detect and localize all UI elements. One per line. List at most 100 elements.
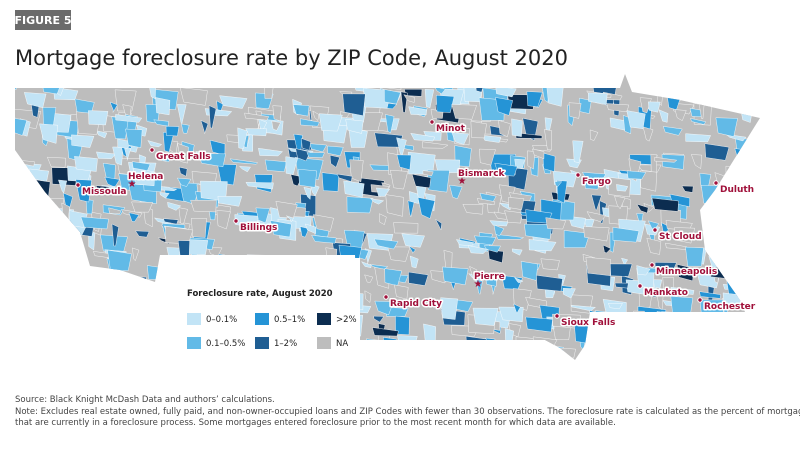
zip-area <box>591 194 602 211</box>
zip-area <box>131 289 148 302</box>
zip-area <box>374 300 394 316</box>
legend-swatch <box>187 337 201 349</box>
zip-area <box>722 284 746 291</box>
zip-area <box>401 233 425 248</box>
zip-area <box>585 257 611 276</box>
zip-area <box>42 352 52 360</box>
zip-area <box>117 315 129 322</box>
zip-area <box>440 350 448 360</box>
city-dot <box>429 119 435 125</box>
zip-area <box>449 184 463 200</box>
zip-area <box>768 231 774 237</box>
zip-area <box>129 310 152 326</box>
zip-area <box>602 299 627 319</box>
zip-area <box>157 155 172 163</box>
zip-area <box>645 362 667 374</box>
zip-area <box>429 343 441 354</box>
zip-area <box>720 256 731 269</box>
zip-area <box>762 271 774 288</box>
zip-area <box>747 214 760 224</box>
zip-area <box>495 97 513 116</box>
city-dot <box>233 218 239 224</box>
city-label: Fargo <box>582 177 611 187</box>
zip-area <box>624 327 644 335</box>
zip-area <box>556 180 568 204</box>
zip-area <box>744 229 760 253</box>
zip-area <box>504 328 514 344</box>
zip-area <box>132 247 140 262</box>
zip-area <box>15 325 31 347</box>
zip-area <box>135 230 150 238</box>
source: Source: Black Knight McDash Data and aut… <box>15 395 275 405</box>
zip-area <box>618 363 628 380</box>
zip-area <box>99 313 120 333</box>
zip-area <box>761 331 786 341</box>
zip-area <box>646 237 662 255</box>
zip-area <box>264 82 274 99</box>
zip-area <box>88 110 109 126</box>
zip-area <box>229 158 258 165</box>
zip-area <box>385 114 395 134</box>
zip-area <box>588 350 608 360</box>
zip-area <box>661 311 688 329</box>
zip-area <box>38 301 48 321</box>
zip-area <box>608 303 623 310</box>
zip-area <box>208 105 217 129</box>
city-dot <box>75 182 81 188</box>
zip-area <box>753 230 760 240</box>
zip-area <box>159 192 170 199</box>
zip-area <box>662 126 683 136</box>
zip-area <box>586 348 600 360</box>
zip-area <box>377 362 391 369</box>
zip-area <box>670 286 695 295</box>
zip-area <box>264 159 287 172</box>
zip-area <box>486 352 512 360</box>
zip-area <box>131 201 154 213</box>
zip-area <box>197 153 226 168</box>
zip-area <box>94 357 104 360</box>
title: Mortgage foreclosure rate by ZIP Code, A… <box>15 46 568 70</box>
city-dot <box>652 227 658 233</box>
zip-area <box>29 168 50 182</box>
legend-label: 0.1–0.5% <box>206 339 245 349</box>
zip-area <box>299 226 310 238</box>
legend-label: NA <box>336 339 348 349</box>
zip-area <box>717 219 735 234</box>
zip-area <box>336 364 343 387</box>
zip-area <box>698 314 717 327</box>
city-dot <box>637 283 643 289</box>
zip-area <box>271 120 281 131</box>
zip-area <box>734 271 755 286</box>
zip-area <box>583 181 600 190</box>
zip-area <box>514 158 525 169</box>
zip-area <box>616 184 629 192</box>
zip-area <box>699 328 721 342</box>
zip-area <box>648 358 673 360</box>
zip-area <box>749 247 760 254</box>
zip-area <box>636 203 649 214</box>
legend-label: 0–0.1% <box>206 315 237 325</box>
zip-area <box>108 207 121 215</box>
zip-area <box>77 309 99 327</box>
zip-area <box>753 143 760 153</box>
zip-area <box>69 262 80 275</box>
zip-area <box>346 196 374 214</box>
zip-area <box>495 234 525 240</box>
zip-area <box>20 276 40 293</box>
zip-area <box>475 279 483 295</box>
zip-area <box>42 210 56 233</box>
zip-area <box>684 364 694 370</box>
zip-area <box>671 320 681 335</box>
zip-area <box>76 268 85 292</box>
zip-area <box>119 276 147 294</box>
zip-area <box>395 315 410 335</box>
note-line: that are currently in a foreclosure proc… <box>15 418 616 428</box>
zip-area <box>647 350 675 358</box>
zip-area <box>22 300 33 309</box>
zip-area <box>109 101 118 113</box>
zip-area <box>710 249 739 267</box>
zip-area <box>306 152 325 158</box>
zip-area <box>44 270 72 281</box>
zip-area <box>425 343 454 359</box>
